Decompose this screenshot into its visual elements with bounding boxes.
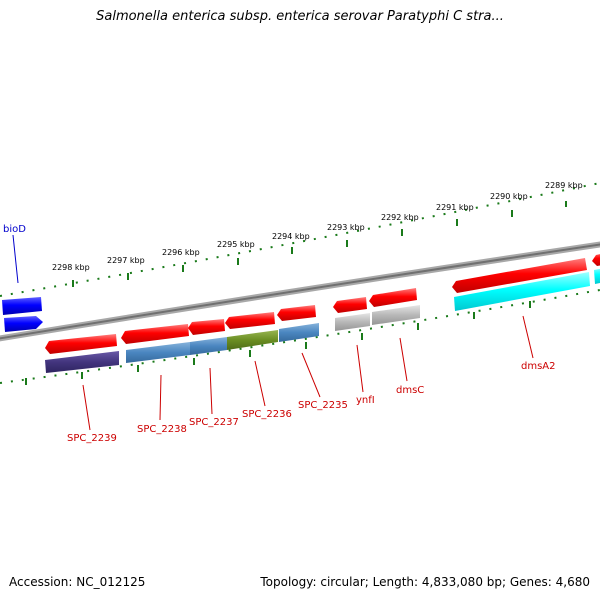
tick-label: 2291 kbp [436, 203, 474, 212]
gene-label-SPC_2235[interactable]: SPC_2235 [298, 400, 348, 411]
gene-dmsC-cds[interactable] [369, 288, 417, 307]
leader-SPC_2237 [209, 367, 213, 415]
gene-ynfI-cds[interactable] [333, 297, 367, 313]
leader-SPC_2236 [254, 360, 266, 407]
leader-SPC_2238 [159, 374, 162, 421]
gene-SPC_2238-cds[interactable] [121, 324, 189, 344]
accession-label: Accession: NC_012125 [9, 575, 146, 589]
gene-label-SPC_2237[interactable]: SPC_2237 [189, 417, 239, 428]
gene-SPC_2238-cog[interactable] [126, 342, 190, 363]
gene-label-SPC_2236[interactable]: SPC_2236 [242, 409, 292, 420]
gene-label-ynfI[interactable]: ynfI [356, 395, 375, 406]
gene-ynfI-cog[interactable] [335, 313, 370, 331]
leader-SPC_2239 [82, 384, 91, 431]
map-title: Salmonella enterica subsp. enterica sero… [96, 9, 504, 24]
tick-label: 2298 kbp [52, 263, 90, 272]
inner-major-ticks [25, 301, 531, 385]
feature-arrow[interactable] [4, 316, 43, 332]
gene-label-SPC_2239[interactable]: SPC_2239 [67, 433, 117, 444]
leader-dmsA2 [522, 315, 534, 359]
gene-dmsC-cog[interactable] [372, 305, 420, 325]
scale-tick-labels: 2289 kbp 2290 kbp 2291 kbp 2292 kbp 2293… [52, 181, 583, 272]
gene-label-dmsA2[interactable]: dmsA2 [521, 361, 556, 372]
gene-SPC_2236-cog[interactable] [227, 330, 278, 350]
leader-bioD [12, 234, 19, 284]
leader-dmsC [399, 337, 408, 382]
gene-SPC_2236-cds[interactable] [225, 312, 275, 329]
outer-major-ticks [72, 201, 567, 287]
gene-labels: bioD SPC_2239 SPC_2238 SPC_2237 SPC_2236… [3, 224, 556, 444]
label-leaders [12, 234, 534, 431]
next-gene-cog[interactable] [594, 267, 600, 284]
gene-SPC_2235-cds[interactable] [277, 305, 316, 321]
gene-bioD[interactable] [2, 297, 43, 332]
gene-label-bioD[interactable]: bioD [3, 224, 26, 235]
tick-label: 2289 kbp [545, 181, 583, 190]
gene-SPC_2237-cds[interactable] [188, 319, 225, 335]
gene-SPC_2235-cog[interactable] [279, 323, 319, 342]
tick-label: 2296 kbp [162, 248, 200, 257]
tick-label: 2297 kbp [107, 256, 145, 265]
gene-dmsA2-cds[interactable] [452, 258, 587, 293]
leader-ynfI [356, 344, 364, 393]
gene-SPC_2239-cog[interactable] [45, 351, 119, 373]
gene-label-dmsC[interactable]: dmsC [396, 385, 424, 396]
feature-arrow[interactable] [2, 297, 42, 315]
cog-features [45, 267, 600, 373]
next-gene-cds[interactable] [592, 252, 600, 266]
genome-backbone-shade [0, 243, 600, 340]
tick-label: 2292 kbp [381, 213, 419, 222]
leader-SPC_2235 [301, 352, 321, 398]
tick-label: 2293 kbp [327, 223, 365, 232]
gene-dmsA2-cog[interactable] [454, 272, 590, 311]
genome-summary: Topology: circular; Length: 4,833,080 bp… [260, 575, 590, 589]
gene-SPC_2237-cog[interactable] [190, 337, 227, 355]
tick-label: 2290 kbp [490, 192, 528, 201]
gene-SPC_2239-cds[interactable] [45, 334, 117, 354]
gene-label-SPC_2238[interactable]: SPC_2238 [137, 424, 187, 435]
tick-label: 2295 kbp [217, 240, 255, 249]
tick-label: 2294 kbp [272, 232, 310, 241]
cds-features [45, 252, 600, 354]
